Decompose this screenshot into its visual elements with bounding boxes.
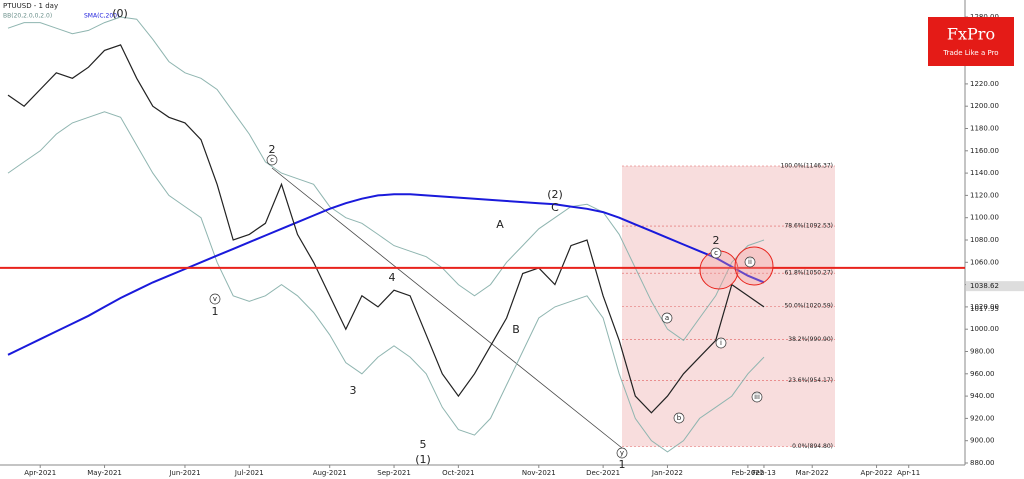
sma-label: SMA(C,200)	[84, 13, 119, 20]
y-tick-label: 1100.00	[970, 214, 999, 222]
x-tick-label: Sep-2021	[377, 469, 411, 477]
x-tick-label: Apr-11	[897, 469, 920, 477]
wave-label: 1	[619, 458, 626, 471]
chart-title: PTUUSD - 1 day	[3, 2, 58, 10]
x-tick-label: Mar-2022	[796, 469, 829, 477]
wave-circle	[616, 447, 628, 459]
wave-label: 3	[350, 384, 357, 397]
wave-label: A	[496, 218, 504, 231]
x-tick-label: Oct-2021	[442, 469, 474, 477]
wave-circle	[661, 312, 673, 324]
wave-label: 1	[212, 305, 219, 318]
x-tick-label: Dec-2021	[586, 469, 620, 477]
bands-label: BB(20,2.0,0,2.0)	[3, 13, 52, 20]
wave-label: (0)	[112, 7, 128, 20]
y-tick-label: 1120.00	[970, 191, 999, 199]
wave-label: iii	[754, 393, 760, 401]
x-tick-label: Feb-2022	[732, 469, 765, 477]
y-tick-label: 880.00	[970, 459, 995, 467]
wave-label: 5	[420, 438, 427, 451]
wave-label: (1)	[415, 453, 431, 466]
price-line	[7, 44, 765, 414]
x-tick-label: Feb-13	[752, 469, 776, 477]
wave-label: ii	[748, 258, 752, 266]
x-tick-label: Jun-2021	[168, 469, 200, 477]
wave-label: 2	[269, 143, 276, 156]
fib-label: 78.6%(1092.53)	[784, 223, 833, 230]
y-tick-label: 920.00	[970, 414, 995, 422]
logo-name: FxPro	[947, 25, 995, 44]
x-tick-label: Aug-2021	[313, 469, 347, 477]
y-tick-label: 1020.00	[970, 303, 999, 311]
wave-circle	[715, 337, 727, 349]
wave-label: a	[665, 314, 669, 322]
wave-label: v	[213, 295, 217, 303]
y-tick-label: 960.00	[970, 370, 995, 378]
wave-circle	[744, 256, 756, 268]
y-tick-label: 1060.00	[970, 258, 999, 266]
wave-label: b	[677, 414, 682, 422]
last-price-box	[966, 281, 1024, 292]
band-upper	[7, 16, 765, 342]
last-price: 1038.62	[970, 282, 999, 290]
wave-label: c	[714, 249, 718, 257]
x-tick-label: Jan-2022	[651, 469, 683, 477]
wave-circle	[673, 412, 685, 424]
y-tick-label: 940.00	[970, 392, 995, 400]
x-tick-label: Jul-2021	[234, 469, 264, 477]
wave-label: 2	[713, 234, 720, 247]
y-tick-label: 1220.00	[970, 80, 999, 88]
y-tick-label: 1000.00	[970, 325, 999, 333]
wave-label: C	[551, 201, 559, 214]
logo-box	[928, 17, 1014, 66]
x-tick-label: Apr-2022	[861, 469, 893, 477]
logo-tagline: Trade Like a Pro	[942, 49, 998, 57]
y-tick-label: 1160.00	[970, 147, 999, 155]
trend-line	[271, 167, 623, 449]
wave-label: c	[270, 156, 274, 164]
band-lower	[7, 111, 765, 453]
x-tick-label: Apr-2021	[24, 469, 56, 477]
marker-price: 1017.95	[970, 305, 999, 313]
fib-label: 100.0%(1146.37)	[781, 162, 833, 169]
y-tick-label: 900.00	[970, 437, 995, 445]
fib-label: 0.0%(894.80)	[792, 443, 833, 450]
wave-label: 4	[389, 271, 396, 284]
fib-label: 61.8%(1050.27)	[784, 270, 833, 277]
wave-circle	[266, 154, 278, 166]
wave-label: y	[620, 449, 624, 457]
y-tick-label: 1200.00	[970, 102, 999, 110]
fib-label: 38.2%(990.90)	[788, 336, 833, 343]
x-tick-label: Nov-2021	[522, 469, 556, 477]
y-tick-label: 1140.00	[970, 169, 999, 177]
y-tick-label: 980.00	[970, 348, 995, 356]
wave-label: B	[512, 323, 520, 336]
x-tick-label: May-2021	[87, 469, 122, 477]
y-tick-label: 1180.00	[970, 125, 999, 133]
wave-circle	[710, 247, 722, 259]
highlight-circle	[734, 246, 774, 286]
wave-label: (2)	[547, 188, 563, 201]
y-tick-label: 1080.00	[970, 236, 999, 244]
wave-circle	[751, 391, 763, 403]
wave-circle	[209, 293, 221, 305]
wave-label: i	[720, 339, 722, 347]
fib-label: 50.0%(1020.59)	[784, 303, 833, 310]
sma-line	[7, 193, 765, 356]
fib-label: 23.6%(954.17)	[788, 377, 833, 384]
